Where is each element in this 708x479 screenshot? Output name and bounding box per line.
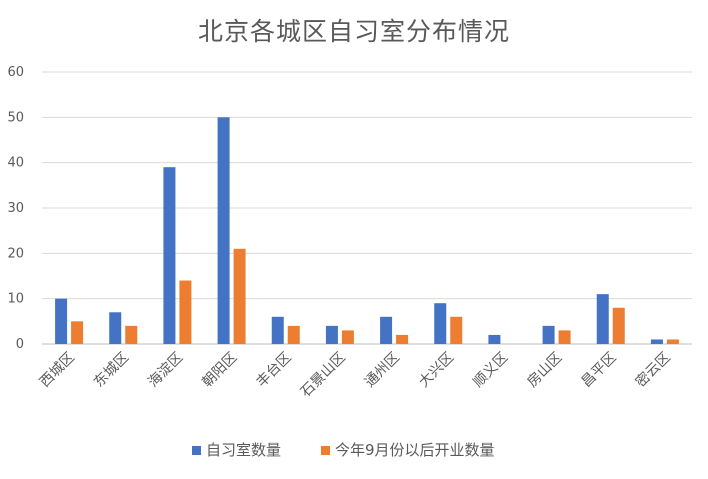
y-tick-label: 20 xyxy=(7,246,24,261)
bar-series-1 xyxy=(217,117,230,344)
y-tick-label: 60 xyxy=(7,65,24,80)
bar-series-2 xyxy=(558,330,571,344)
x-tick-label: 大兴区 xyxy=(416,350,457,391)
x-tick-label: 通州区 xyxy=(362,350,403,391)
bar-series-1 xyxy=(325,325,338,344)
bar-series-2 xyxy=(341,330,354,344)
x-tick-label: 房山区 xyxy=(524,350,565,391)
bar-series-1 xyxy=(488,334,501,344)
legend-label-1: 自习室数量 xyxy=(206,441,281,459)
y-tick-label: 30 xyxy=(7,201,24,216)
x-tick-label: 昌平区 xyxy=(579,350,620,391)
chart-title: 北京各城区自习室分布情况 xyxy=(197,17,510,46)
x-tick-label: 西城区 xyxy=(37,350,78,391)
bar-series-2 xyxy=(666,339,679,344)
bar-series-1 xyxy=(434,303,447,344)
y-tick-label: 10 xyxy=(7,292,24,307)
y-tick-label: 0 xyxy=(16,337,24,352)
bar-series-1 xyxy=(109,312,122,344)
y-tick-label: 50 xyxy=(7,110,24,125)
bar-series-2 xyxy=(287,325,300,344)
x-tick-label: 顺义区 xyxy=(470,350,511,391)
bar-series-2 xyxy=(233,248,246,344)
bar-series-1 xyxy=(271,316,284,344)
x-tick-label: 丰台区 xyxy=(254,350,295,391)
legend-swatch-1 xyxy=(192,446,201,455)
x-tick-label: 石景山区 xyxy=(298,350,349,401)
bar-series-1 xyxy=(650,339,663,344)
bar-series-1 xyxy=(163,167,176,344)
bar-series-2 xyxy=(396,334,409,344)
x-tick-label: 密云区 xyxy=(632,349,674,391)
x-tick-label: 东城区 xyxy=(91,350,132,391)
bar-series-2 xyxy=(612,307,625,344)
y-tick-label: 40 xyxy=(7,156,24,171)
legend-label-2: 今年9月份以后开业数量 xyxy=(335,441,495,459)
bar-series-2 xyxy=(450,316,463,344)
x-tick-label: 海淀区 xyxy=(145,350,186,391)
bar-series-1 xyxy=(55,298,68,344)
bar-series-2 xyxy=(125,325,138,344)
bar-series-2 xyxy=(179,280,192,344)
legend-swatch-2 xyxy=(321,446,330,455)
bar-series-1 xyxy=(380,316,393,344)
bar-series-1 xyxy=(596,294,609,344)
x-tick-label: 朝阳区 xyxy=(199,350,240,391)
bar-series-2 xyxy=(71,321,84,344)
bar-series-1 xyxy=(542,325,555,344)
